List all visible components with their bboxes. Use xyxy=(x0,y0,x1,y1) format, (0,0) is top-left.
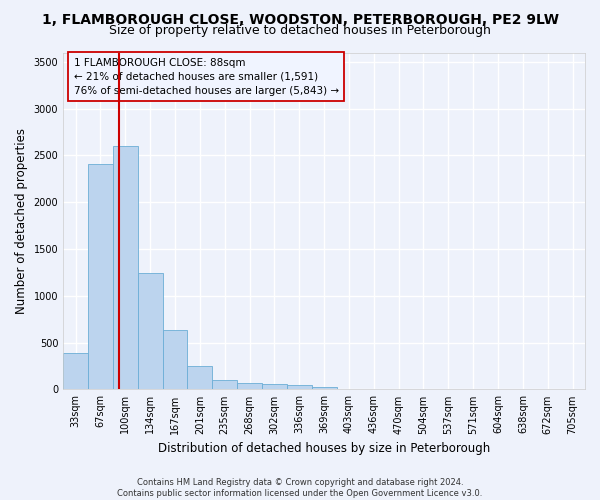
Bar xyxy=(311,386,337,390)
Bar xyxy=(88,164,113,390)
Text: 1 FLAMBOROUGH CLOSE: 88sqm
← 21% of detached houses are smaller (1,591)
76% of s: 1 FLAMBOROUGH CLOSE: 88sqm ← 21% of deta… xyxy=(74,58,339,96)
Bar xyxy=(163,330,187,390)
Text: 1, FLAMBOROUGH CLOSE, WOODSTON, PETERBOROUGH, PE2 9LW: 1, FLAMBOROUGH CLOSE, WOODSTON, PETERBOR… xyxy=(41,12,559,26)
Bar xyxy=(63,353,88,390)
X-axis label: Distribution of detached houses by size in Peterborough: Distribution of detached houses by size … xyxy=(158,442,490,455)
Bar xyxy=(262,384,287,390)
Bar xyxy=(212,380,237,390)
Bar xyxy=(138,274,163,390)
Bar xyxy=(287,385,311,390)
Text: Contains HM Land Registry data © Crown copyright and database right 2024.
Contai: Contains HM Land Registry data © Crown c… xyxy=(118,478,482,498)
Bar xyxy=(187,366,212,390)
Text: Size of property relative to detached houses in Peterborough: Size of property relative to detached ho… xyxy=(109,24,491,37)
Bar xyxy=(113,146,138,390)
Y-axis label: Number of detached properties: Number of detached properties xyxy=(15,128,28,314)
Bar xyxy=(237,384,262,390)
